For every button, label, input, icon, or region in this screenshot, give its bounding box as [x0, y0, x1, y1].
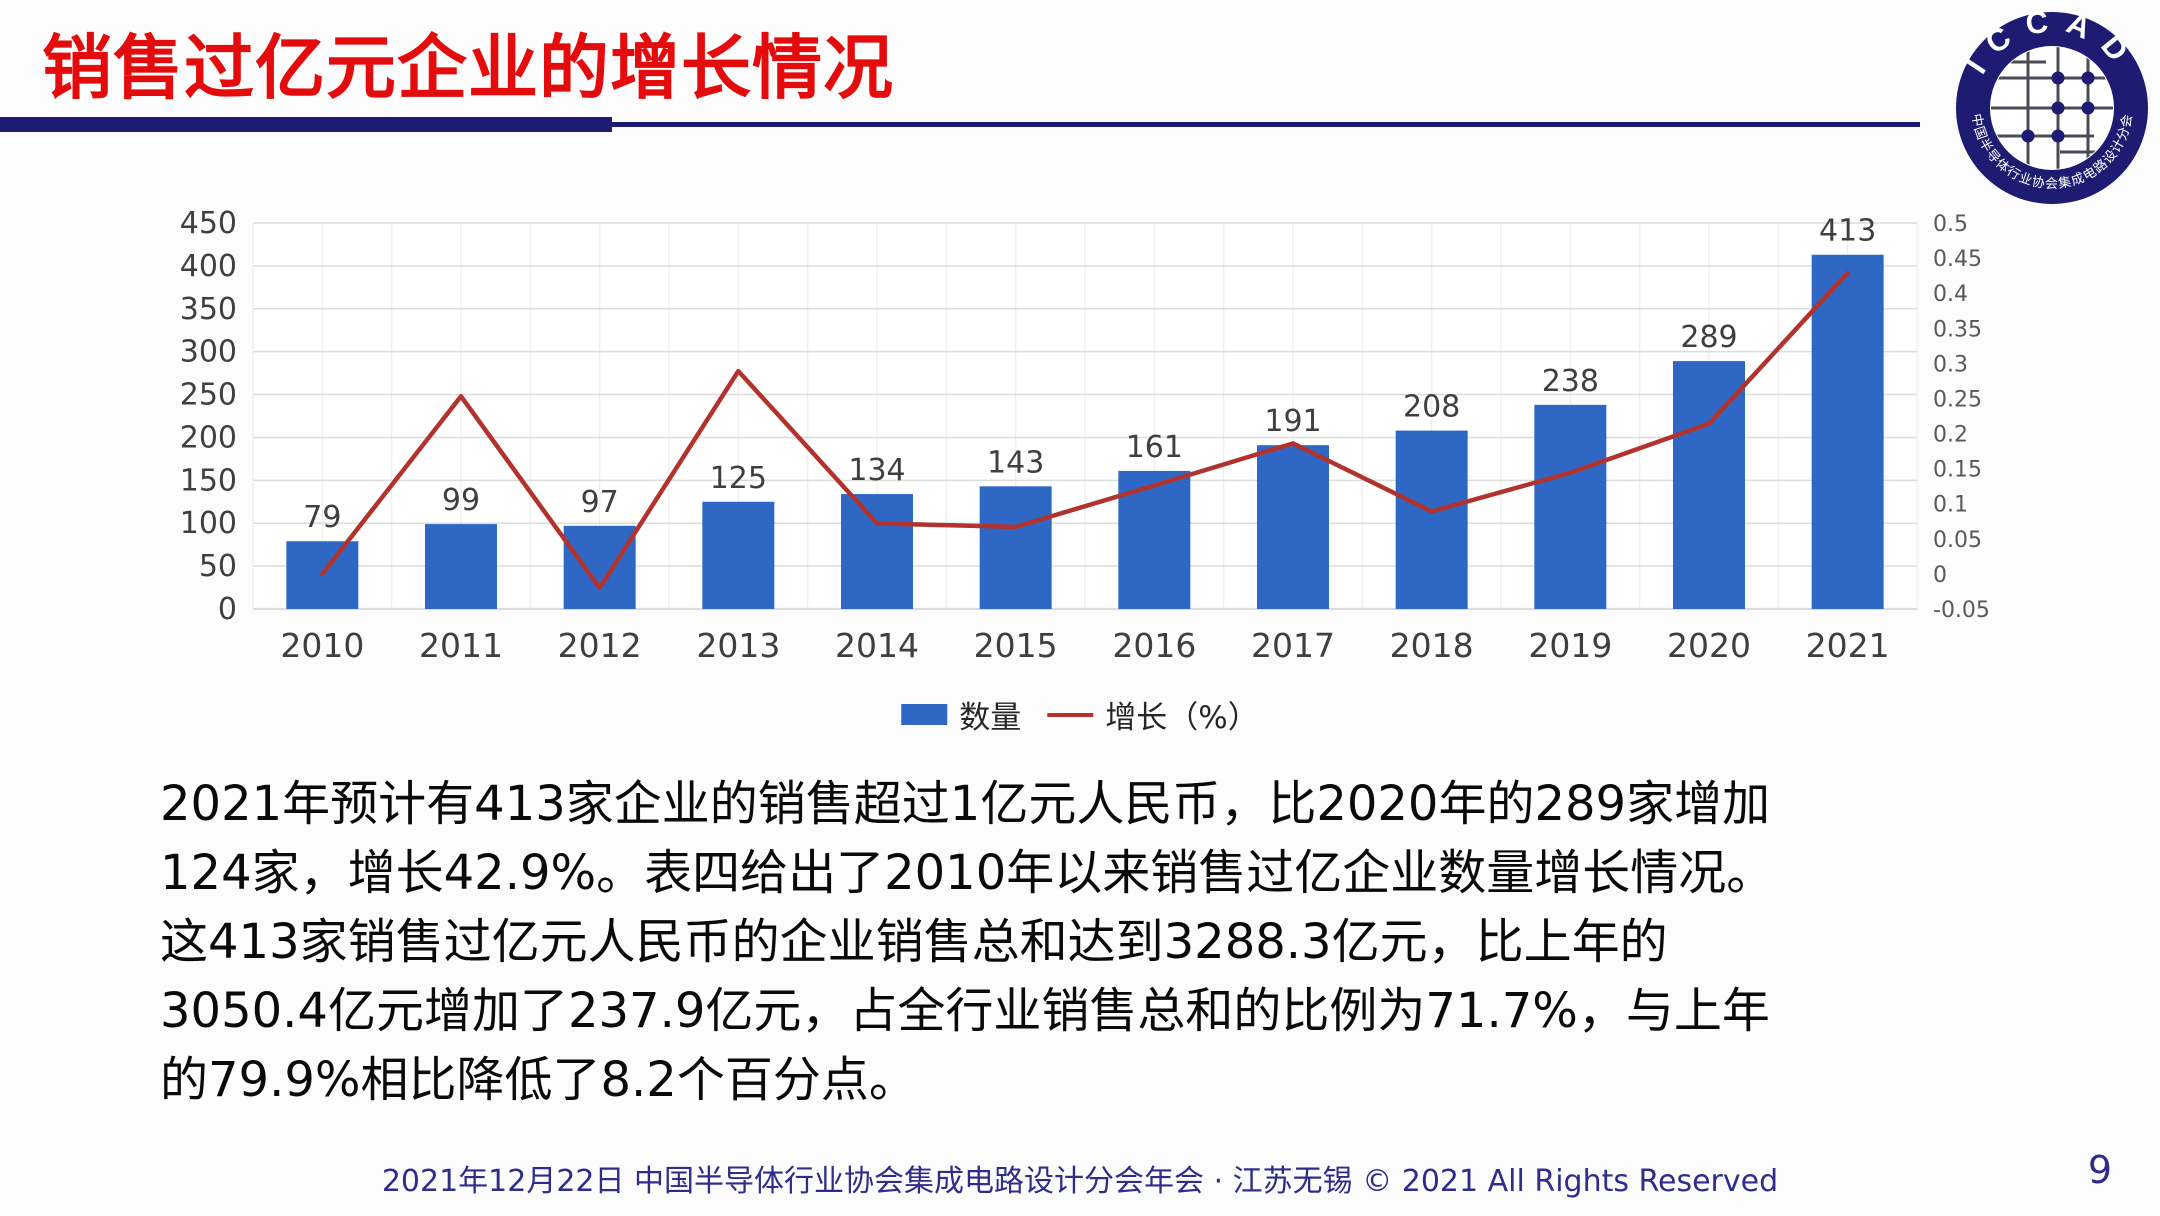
- year-label-2010: 2010: [280, 626, 364, 665]
- body-paragraph: 2021年预计有413家企业的销售超过1亿元人民币，比2020年的289家增加 …: [160, 770, 2010, 1115]
- bar-2013: [702, 501, 775, 609]
- slide-title: 销售过亿元企业的增长情况: [42, 27, 894, 109]
- left-tick-0: 0: [218, 592, 237, 627]
- year-label-2015: 2015: [974, 626, 1058, 665]
- bar-2012: [563, 525, 636, 609]
- bar-label-2013: 125: [710, 461, 767, 496]
- bar-label-2014: 134: [848, 453, 905, 488]
- left-tick-400: 400: [180, 249, 237, 284]
- bar-label-2018: 208: [1403, 390, 1460, 425]
- right-tick-0.25: 0.25: [1933, 387, 1982, 412]
- bar-2015: [979, 486, 1052, 609]
- logo-circuit-dots: [2021, 71, 2095, 143]
- footer-text: 2021年12月22日 中国半导体行业协会集成电路设计分会年会 · 江苏无锡 ©…: [381, 1164, 1779, 1199]
- right-tick-0.2: 0.2: [1933, 423, 1968, 448]
- vertical-gridlines: [252, 223, 1918, 609]
- legend-label-quantity: 数量: [959, 700, 1022, 736]
- bar-label-2012: 97: [581, 485, 619, 520]
- bar-2021: [1811, 254, 1884, 609]
- left-tick-200: 200: [180, 420, 237, 455]
- bar-label-2020: 289: [1680, 320, 1737, 355]
- left-tick-100: 100: [180, 506, 237, 541]
- bar-2017: [1257, 445, 1329, 609]
- title-divider-thick: [0, 117, 612, 132]
- bar-2011: [425, 524, 497, 609]
- body-line-2: 124家，增长42.9%。表四给出了2010年以来销售过亿企业数量增长情况。: [160, 845, 1775, 901]
- horizontal-gridlines: [253, 222, 1917, 611]
- bar-label-2019: 238: [1542, 364, 1599, 399]
- right-tick-0.4: 0.4: [1933, 282, 1968, 307]
- bar-2019: [1534, 404, 1607, 609]
- bar-2018: [1395, 430, 1468, 609]
- bars-series-quantity: [286, 254, 1884, 609]
- body-line-5: 的79.9%相比降低了8.2个百分点。: [160, 1052, 917, 1108]
- left-axis-tick-labels: 450 400 350 300 250 200 150 100 50 0: [180, 206, 237, 627]
- right-tick-0.05: 0.05: [1933, 528, 1982, 553]
- legend-label-growth: 增长（%）: [1105, 700, 1259, 736]
- right-tick-0.35: 0.35: [1933, 317, 1982, 342]
- year-label-2012: 2012: [558, 626, 642, 665]
- iccad-logo: ICCAD 中国半导体行业协会集成电路设计分会: [1956, 8, 2148, 204]
- year-label-2019: 2019: [1528, 626, 1612, 665]
- right-tick-0: 0: [1933, 563, 1947, 588]
- bar-label-2017: 191: [1264, 404, 1321, 439]
- body-line-1: 2021年预计有413家企业的销售超过1亿元人民币，比2020年的289家增加: [160, 776, 1771, 832]
- year-label-2017: 2017: [1251, 626, 1335, 665]
- left-tick-300: 300: [180, 335, 237, 370]
- year-label-2016: 2016: [1112, 626, 1196, 665]
- right-tick--0.05: -0.05: [1933, 598, 1990, 623]
- bar-label-2011: 99: [442, 483, 480, 518]
- bar-2020: [1673, 361, 1745, 609]
- bar-label-2021: 413: [1819, 214, 1876, 249]
- legend-bar-swatch: [901, 704, 948, 725]
- bar-2014: [841, 494, 913, 609]
- right-axis-tick-labels: 0.5 0.45 0.4 0.35 0.3 0.25 0.2 0.15 0.1 0.05 0 -0.0…: [1933, 212, 1990, 623]
- year-label-2013: 2013: [696, 626, 780, 665]
- left-tick-150: 150: [180, 463, 237, 498]
- legend-line-swatch: [1047, 712, 1094, 717]
- year-label-2014: 2014: [835, 626, 919, 665]
- body-line-3: 这413家销售过亿元人民币的企业销售总和达到3288.3亿元，比上年的: [160, 914, 1668, 970]
- bar-label-2015: 143: [987, 445, 1044, 480]
- right-tick-0.15: 0.15: [1933, 458, 1982, 483]
- left-tick-350: 350: [180, 292, 237, 327]
- year-label-2021: 2021: [1806, 626, 1890, 665]
- bar-label-2016: 161: [1126, 430, 1183, 465]
- year-label-2020: 2020: [1667, 626, 1751, 665]
- x-axis-year-labels: 2010 2011 2012 2013 2014 2015 2016 2017 2018 2019…: [280, 626, 1889, 665]
- right-tick-0.3: 0.3: [1933, 352, 1968, 377]
- body-line-4: 3050.4亿元增加了237.9亿元，占全行业销售总和的比例为71.7%，与上年: [160, 983, 1770, 1039]
- left-tick-50: 50: [199, 549, 237, 584]
- year-label-2011: 2011: [419, 626, 503, 665]
- bar-value-labels: 79 99 97 125 134 143 161 191 208 238 289 413: [303, 214, 1876, 535]
- left-tick-450: 450: [180, 206, 237, 241]
- left-tick-250: 250: [180, 378, 237, 413]
- chart-legend: 数量 增长（%）: [901, 692, 1259, 737]
- growth-line: [320, 270, 1850, 591]
- right-tick-0.5: 0.5: [1933, 212, 1968, 237]
- title-divider-thin: [612, 122, 1920, 127]
- right-tick-0.45: 0.45: [1933, 247, 1982, 272]
- right-tick-0.1: 0.1: [1933, 493, 1968, 518]
- year-label-2018: 2018: [1390, 626, 1474, 665]
- page-number: 9: [2087, 1148, 2112, 1192]
- bar-label-2010: 79: [303, 500, 341, 535]
